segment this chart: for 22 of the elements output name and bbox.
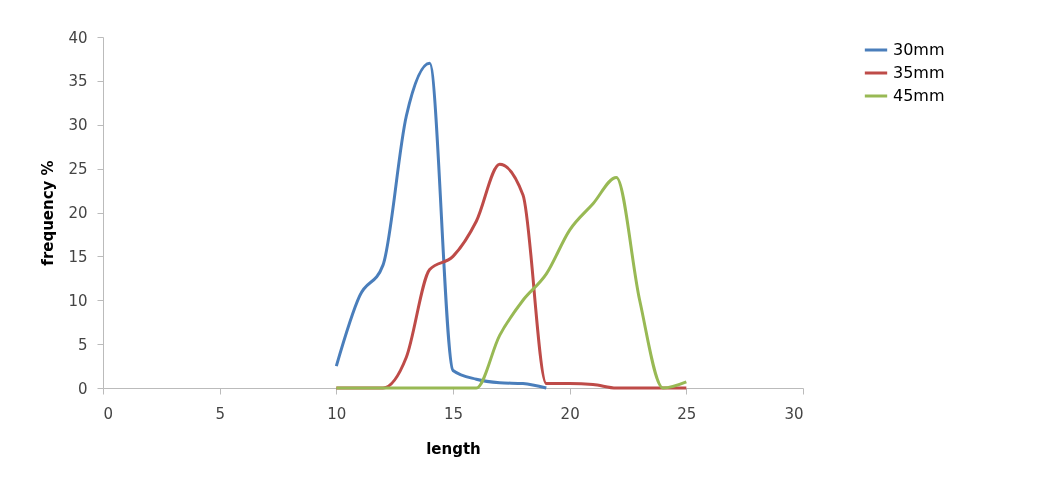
y-tick-label: 10	[68, 291, 88, 310]
y-tick-label: 40	[68, 28, 88, 47]
x-tick-label: 25	[677, 404, 697, 423]
x-tick-label: 5	[215, 404, 225, 423]
line-series	[334, 61, 548, 390]
x-tick-label: 20	[560, 404, 580, 423]
x-tick-label: 0	[103, 404, 114, 423]
legend-label: 45mm	[893, 86, 945, 105]
x-tick-label: 30	[784, 404, 804, 423]
y-tick-label: 35	[68, 72, 88, 91]
y-tick-label: 20	[68, 204, 88, 222]
x-tick-label: 10	[327, 404, 347, 423]
x-axis-title: length	[426, 439, 481, 458]
y-tick-label: 5	[77, 335, 88, 354]
x-tick-label: 15	[443, 404, 464, 423]
legend-label: 30mm	[893, 40, 945, 59]
y-tick-label: 0	[77, 379, 88, 398]
y-tick-label: 15	[68, 247, 88, 266]
legend-label: 35mm	[893, 63, 945, 82]
y-tick-label: 30	[68, 116, 88, 135]
y-axis-title: frequency %	[39, 160, 58, 266]
y-tick-label: 25	[68, 160, 88, 179]
